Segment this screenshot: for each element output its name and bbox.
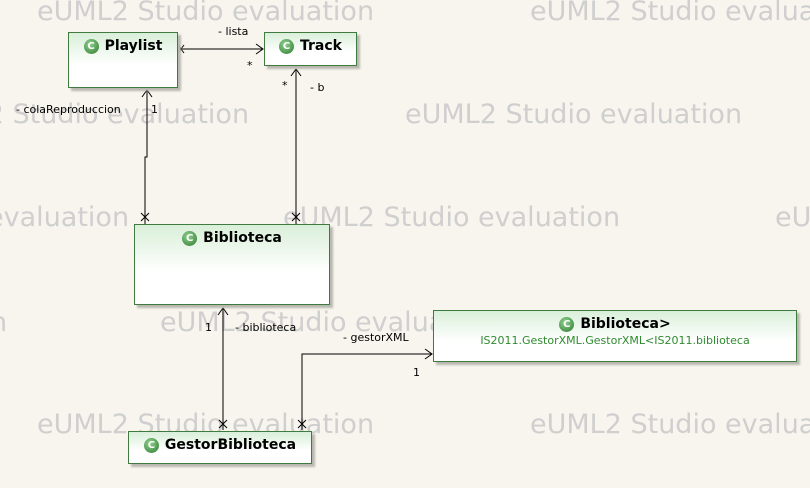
class-biblioteca[interactable]: C Biblioteca — [134, 224, 330, 305]
role-label-biblioteca: - biblioteca — [235, 321, 297, 334]
x-end-marker — [291, 212, 301, 222]
watermark-text: eUML2 Studio evaluation — [0, 309, 7, 336]
arrowhead — [141, 89, 153, 98]
class-header: C Biblioteca> — [559, 311, 671, 332]
class-icon: C — [279, 38, 294, 54]
class-gestorbiblioteca[interactable]: C GestorBiblioteca — [128, 431, 312, 464]
watermark-text: eUML2 Studio evaluation — [405, 99, 743, 130]
multiplicity-label: 1 — [151, 103, 158, 116]
class-name: Biblioteca> — [580, 316, 671, 332]
watermark-text: eUML2 Studio evaluation — [37, 0, 375, 27]
class-track[interactable]: C Track — [264, 32, 357, 66]
class-header: C Playlist — [83, 33, 163, 54]
arrowhead — [290, 68, 302, 77]
arrowhead — [217, 307, 229, 316]
class-name: Playlist — [104, 38, 163, 54]
multiplicity-label: * — [247, 59, 253, 72]
watermark-text: eUML2 Studio evaluation — [283, 202, 621, 233]
multiplicity-label: * — [282, 79, 288, 92]
class-subtitle: IS2011.GestorXML.GestorXML<IS2011.biblio… — [480, 334, 750, 347]
watermark-text: eUML2 Studio evaluation — [0, 202, 130, 233]
arrowhead — [424, 348, 433, 360]
role-label-b: - b — [310, 81, 325, 94]
watermark-text: eUML2 Studio evaluation — [0, 99, 250, 130]
class-name: Track — [300, 38, 342, 54]
role-label-gestorxml: - gestorXML — [343, 331, 409, 344]
class-name: GestorBiblioteca — [164, 437, 297, 453]
class-header: C Track — [279, 33, 342, 54]
role-label-lista: - lista — [218, 25, 249, 38]
class-biblioteca-gestorxml[interactable]: C Biblioteca> IS2011.GestorXML.GestorXML… — [433, 310, 797, 362]
multiplicity-label: 1 — [413, 366, 420, 379]
watermark-text: eU — [775, 202, 810, 233]
class-icon: C — [559, 316, 575, 332]
role-label-colareproduccion: - colaReproduccion — [16, 103, 121, 116]
x-end-marker — [297, 419, 307, 429]
class-header: C Biblioteca — [182, 225, 282, 246]
arrowhead — [255, 43, 264, 55]
association-biblioteca-playlist — [144, 90, 148, 224]
watermark-text: eUML2 Studio evalua — [530, 409, 810, 440]
multiplicity-label: 1 — [205, 321, 212, 334]
class-icon: C — [83, 38, 99, 54]
x-end-marker — [218, 419, 228, 429]
class-icon: C — [143, 437, 159, 453]
watermark-text: eUML2 Studio evalua — [530, 0, 810, 27]
x-end-marker — [140, 212, 150, 222]
class-icon: C — [182, 230, 198, 246]
class-header: C GestorBiblioteca — [143, 432, 297, 453]
association-gestor-gestorxml — [301, 353, 432, 430]
class-playlist[interactable]: C Playlist — [68, 32, 178, 88]
x-end-marker — [177, 44, 185, 54]
class-name: Biblioteca — [203, 230, 282, 246]
